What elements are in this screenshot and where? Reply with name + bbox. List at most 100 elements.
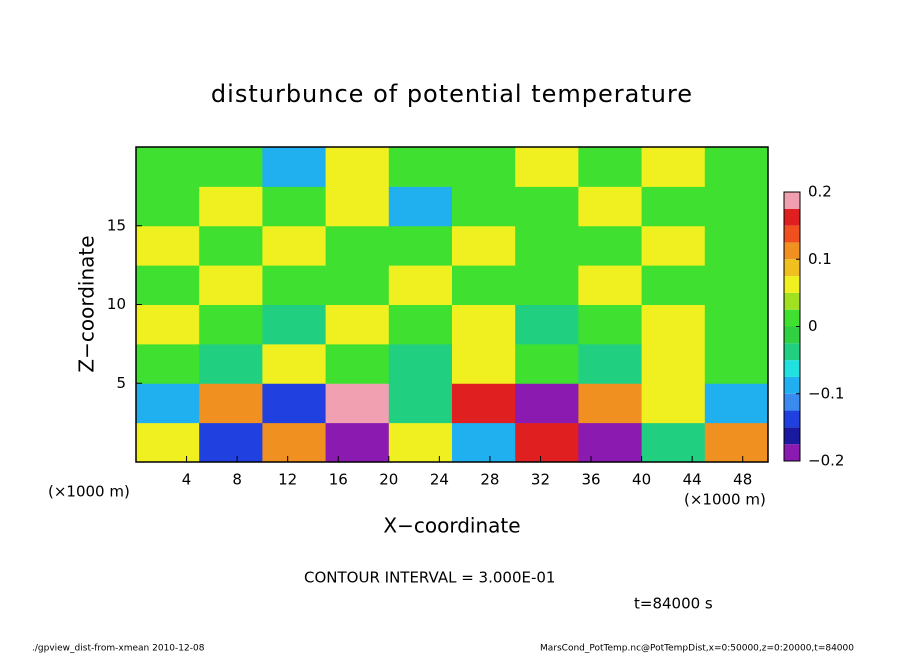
cell [199, 186, 263, 227]
colorbar-segment [784, 259, 800, 277]
cell [199, 422, 263, 463]
colorbar-tick-label: −0.1 [808, 384, 844, 402]
cell [452, 225, 516, 266]
cell [136, 304, 200, 345]
cell [262, 265, 327, 305]
cell [388, 304, 453, 345]
cell [641, 422, 706, 463]
cell [452, 304, 516, 345]
cell [704, 383, 769, 424]
cell [578, 147, 643, 187]
cell [578, 383, 643, 424]
cell [515, 422, 579, 463]
cell [325, 383, 390, 424]
colorbar-segment [784, 192, 800, 209]
x-tick-label: 32 [531, 471, 550, 489]
cell [452, 186, 516, 227]
cell [262, 186, 327, 227]
cell [515, 304, 579, 345]
cell [325, 304, 390, 345]
colorbar-segment [784, 309, 800, 327]
colorbar-segment [784, 225, 800, 243]
cell [325, 225, 390, 266]
cell [704, 343, 769, 384]
contour-interval: CONTOUR INTERVAL = 3.000E-01 [304, 569, 555, 587]
colorbar-tick-label: 0.2 [808, 183, 832, 201]
cell [136, 422, 200, 463]
cell [262, 343, 327, 384]
colorbar-segment [784, 410, 800, 428]
cell [641, 147, 706, 187]
cell [136, 147, 200, 187]
cell [325, 343, 390, 384]
x-tick-label: 12 [278, 471, 297, 489]
footer-left: ./gpview_dist-from-xmean 2010-12-08 [32, 644, 205, 654]
cell [388, 186, 453, 227]
cell [641, 343, 706, 384]
cell [641, 383, 706, 424]
cell [641, 225, 706, 266]
colorbar-segment [784, 292, 800, 310]
cell [515, 343, 579, 384]
cell [515, 225, 579, 266]
cell [325, 422, 390, 463]
cell [704, 147, 769, 187]
colorbar-segment [784, 427, 800, 445]
cell [452, 383, 516, 424]
cell [199, 265, 263, 305]
cell [325, 265, 390, 305]
cell [199, 225, 263, 266]
cell [704, 422, 769, 463]
colorbar-tick-label: −0.2 [808, 452, 844, 470]
cell [704, 265, 769, 305]
x-axis-label: X−coordinate [383, 514, 520, 538]
colorbar-segment [784, 360, 800, 377]
cell [578, 265, 643, 305]
cell [515, 383, 579, 424]
cell [136, 383, 200, 424]
cell [452, 147, 516, 187]
y-axis-label: Z−coordinate [75, 235, 99, 372]
colorbar-segment [784, 208, 800, 226]
cell [388, 225, 453, 266]
x-tick-label: 8 [232, 471, 242, 489]
cell [199, 343, 263, 384]
x-unit: (×1000 m) [684, 491, 766, 509]
cell [578, 186, 643, 227]
footer-right: MarsCond_PotTemp.nc@PotTempDist,x=0:5000… [540, 644, 854, 654]
x-tick-label: 16 [329, 471, 348, 489]
cell [136, 265, 200, 305]
cell [199, 304, 263, 345]
colorbar-segment [784, 242, 800, 260]
cell [199, 147, 263, 187]
y-tick-label: 5 [116, 374, 126, 392]
cell [641, 265, 706, 305]
cell [704, 186, 769, 227]
cell [641, 186, 706, 227]
x-tick-label: 28 [480, 471, 499, 489]
x-tick-label: 24 [430, 471, 449, 489]
colorbar-tick-label: 0.1 [808, 250, 832, 268]
x-tick-label: 4 [182, 471, 192, 489]
cell [388, 343, 453, 384]
y-tick-label: 15 [107, 216, 126, 234]
cell [641, 304, 706, 345]
colorbar-segment [784, 276, 800, 293]
x-tick-label: 48 [733, 471, 752, 489]
cell [325, 186, 390, 227]
cell [136, 186, 200, 227]
chart-title: disturbunce of potential temperature [211, 80, 693, 108]
cell [515, 265, 579, 305]
cell [388, 383, 453, 424]
cell [704, 225, 769, 266]
cell [578, 304, 643, 345]
colorbar-segment [784, 376, 800, 394]
cell [515, 186, 579, 227]
y-unit: (×1000 m) [48, 483, 130, 501]
cell [515, 147, 579, 187]
cell [262, 422, 327, 463]
cell [136, 343, 200, 384]
cell [199, 383, 263, 424]
cell [262, 225, 327, 266]
